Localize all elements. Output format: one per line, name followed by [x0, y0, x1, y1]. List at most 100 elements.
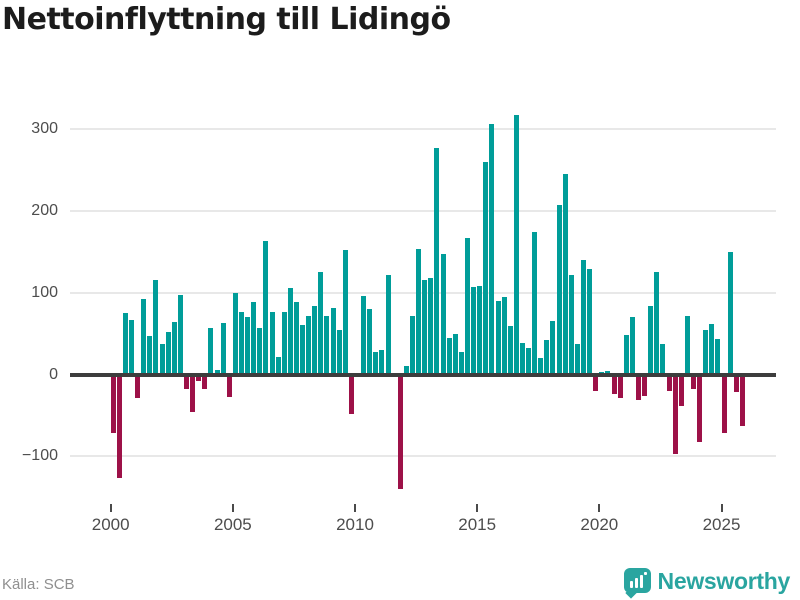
bar-2022Q2	[654, 271, 660, 375]
bar-2005Q3	[245, 317, 251, 375]
bar-2010Q2	[361, 296, 367, 375]
bar-2024Q3	[709, 323, 715, 375]
bar-2012Q2	[409, 316, 415, 375]
bar-2004Q1	[208, 327, 214, 375]
bar-2006Q4	[275, 357, 281, 375]
x-tick	[476, 504, 479, 512]
bar-2023Q1	[672, 374, 678, 454]
y-tick-label: −100	[21, 447, 58, 465]
bar-2004Q3	[220, 323, 226, 375]
x-tick-label: 2000	[91, 515, 130, 534]
bar-2013Q1	[428, 278, 434, 375]
bar-2018Q4	[568, 274, 574, 375]
bar-2008Q3	[318, 271, 324, 375]
bar-2004Q4	[226, 374, 232, 397]
bar-2015Q3	[489, 123, 495, 375]
bar-2012Q3	[416, 249, 422, 375]
bar-2019Q2	[581, 260, 587, 375]
bar-2003Q3	[196, 374, 202, 382]
bar-2023Q4	[690, 374, 696, 390]
bar-2024Q4	[715, 339, 721, 375]
bar-2005Q1	[232, 292, 238, 375]
bar-2021Q4	[642, 374, 648, 396]
bar-2021Q3	[635, 374, 641, 400]
bar-2014Q2	[458, 351, 464, 375]
bar-2007Q3	[293, 301, 299, 375]
y-tick-label: 200	[31, 202, 58, 220]
bar-2000Q4	[129, 319, 135, 375]
bar-2006Q1	[257, 327, 263, 375]
bar-2006Q3	[269, 312, 275, 375]
bar-2008Q2	[312, 305, 318, 375]
brand-logo: Newsworthy	[623, 566, 790, 599]
bar-2011Q2	[385, 274, 391, 375]
x-tick	[109, 504, 112, 512]
bar-2015Q4	[495, 300, 501, 375]
bar-2020Q3	[611, 374, 617, 395]
bar-2020Q4	[617, 374, 623, 399]
y-gridline	[70, 128, 776, 131]
bar-2019Q3	[587, 269, 593, 375]
y-tick-label: 100	[31, 283, 58, 301]
x-tick-label: 2010	[336, 515, 374, 534]
source-label: Källa: SCB	[2, 576, 75, 593]
bar-2000Q1	[110, 374, 116, 434]
bar-2005Q4	[251, 301, 257, 375]
bar-2003Q4	[202, 374, 208, 390]
bar-2014Q4	[471, 287, 477, 375]
bar-2002Q3	[171, 322, 177, 375]
bar-2002Q2	[165, 332, 171, 375]
x-tick	[354, 504, 357, 512]
bar-2018Q1	[550, 321, 556, 375]
bar-2007Q2	[287, 287, 293, 375]
bar-2009Q4	[348, 374, 354, 414]
bar-2016Q4	[519, 342, 525, 375]
bar-2025Q4	[739, 374, 745, 426]
bar-2013Q2	[434, 148, 440, 375]
zero-line	[70, 372, 776, 377]
x-tick-label: 2020	[580, 515, 619, 534]
bar-2003Q1	[183, 374, 189, 390]
plot-area: 300 200 100 0 −100 2000 2005 2010 2015 2020 2025	[21, 114, 776, 534]
bar-2017Q1	[526, 347, 532, 375]
bar-2025Q3	[733, 374, 739, 393]
bar-2017Q2	[532, 231, 538, 375]
bar-2007Q4	[300, 324, 306, 375]
x-tick	[598, 504, 601, 512]
bar-2000Q2	[116, 374, 122, 479]
bar-2016Q2	[507, 326, 513, 375]
y-gridline	[70, 455, 776, 458]
bar-2001Q3	[147, 336, 153, 375]
bar-2024Q1	[697, 374, 703, 443]
bar-2007Q1	[281, 312, 287, 375]
bar-chart-bubble-icon	[623, 567, 651, 599]
bar-2023Q3	[684, 316, 690, 375]
chart-title: Nettoinflyttning till Lidingö	[2, 2, 451, 37]
bar-2000Q3	[122, 313, 128, 375]
bar-2018Q2	[556, 204, 562, 375]
bar-2006Q2	[263, 241, 269, 375]
y-tick-label: 300	[31, 120, 58, 138]
bar-2009Q1	[330, 308, 336, 375]
x-tick-label: 2005	[213, 515, 252, 534]
bar-2014Q1	[452, 333, 458, 375]
bar-2016Q1	[501, 296, 507, 375]
bar-2014Q3	[464, 238, 470, 375]
x-tick	[231, 504, 234, 512]
bar-2024Q2	[703, 330, 709, 375]
bar-2003Q2	[190, 374, 196, 413]
bar-2015Q2	[483, 162, 489, 375]
footer: Källa: SCB Newsworthy	[0, 560, 800, 600]
y-gridline	[70, 210, 776, 213]
bar-2001Q1	[135, 374, 141, 399]
bar-2013Q4	[446, 337, 452, 375]
bar-2016Q3	[513, 114, 519, 375]
bar-2008Q4	[324, 315, 330, 375]
bar-2021Q1	[623, 335, 629, 375]
bar-2025Q2	[727, 251, 733, 375]
bar-2002Q4	[177, 295, 183, 375]
bar-2013Q3	[440, 253, 446, 375]
bar-2009Q3	[342, 250, 348, 375]
bar-2017Q3	[538, 358, 544, 375]
